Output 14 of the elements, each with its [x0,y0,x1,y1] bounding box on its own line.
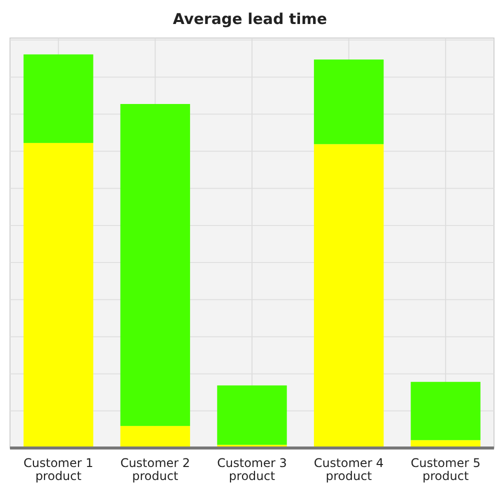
bar [314,60,384,144]
bar [217,385,287,445]
x-tick-label: Customer 1 product [24,456,94,483]
x-tick-label: Customer 2 product [120,456,190,483]
bar [120,104,190,426]
bar [24,142,94,448]
bar [410,382,480,440]
x-tick-label: Customer 5 product [410,456,480,483]
bar [120,426,190,448]
bar [24,54,94,143]
x-tick-label: Customer 4 product [314,456,384,483]
bar [314,144,384,448]
chart-title: Average lead time [172,10,328,28]
x-tick-label: Customer 3 product [217,456,287,483]
